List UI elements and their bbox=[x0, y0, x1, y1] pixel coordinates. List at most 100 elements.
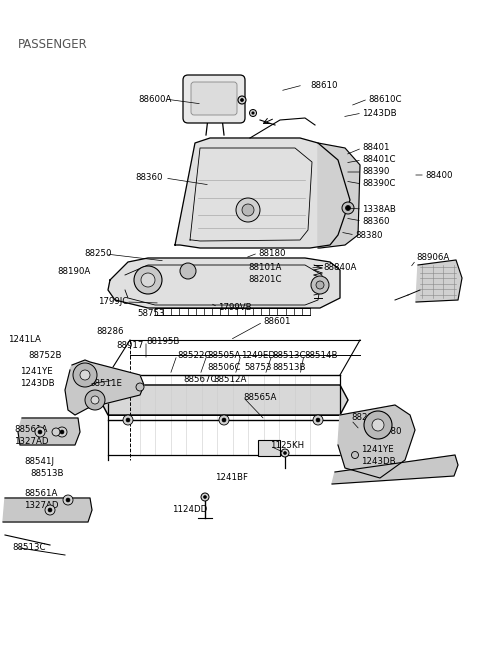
Text: 1241LA: 1241LA bbox=[8, 335, 41, 345]
Polygon shape bbox=[100, 385, 348, 415]
Circle shape bbox=[48, 508, 52, 512]
Circle shape bbox=[236, 198, 260, 222]
Circle shape bbox=[66, 498, 70, 502]
Circle shape bbox=[222, 418, 226, 422]
Text: 88180: 88180 bbox=[258, 248, 286, 257]
Text: 88840A: 88840A bbox=[323, 263, 356, 272]
Text: 88511E: 88511E bbox=[89, 379, 122, 388]
Text: 88401: 88401 bbox=[362, 143, 389, 153]
Text: 88513C: 88513C bbox=[12, 544, 46, 553]
Text: 88101A: 88101A bbox=[248, 263, 281, 272]
Text: 1799JC: 1799JC bbox=[98, 297, 128, 307]
Text: 88561A: 88561A bbox=[24, 489, 58, 498]
Text: 58753: 58753 bbox=[244, 362, 272, 371]
Circle shape bbox=[134, 266, 162, 294]
Text: 88513B: 88513B bbox=[272, 362, 305, 371]
Polygon shape bbox=[108, 258, 340, 308]
Circle shape bbox=[284, 451, 287, 455]
Circle shape bbox=[372, 419, 384, 431]
Text: 1241BF: 1241BF bbox=[215, 472, 248, 481]
Text: 1249ED: 1249ED bbox=[241, 350, 275, 360]
Circle shape bbox=[57, 427, 67, 437]
Circle shape bbox=[316, 418, 320, 422]
Circle shape bbox=[311, 276, 329, 294]
Circle shape bbox=[85, 390, 105, 410]
Text: 88400: 88400 bbox=[425, 170, 453, 179]
Text: 88401C: 88401C bbox=[362, 155, 396, 164]
Circle shape bbox=[219, 415, 229, 425]
Text: PASSENGER: PASSENGER bbox=[18, 38, 88, 51]
Polygon shape bbox=[332, 455, 458, 484]
Circle shape bbox=[60, 430, 64, 434]
Circle shape bbox=[45, 505, 55, 515]
Bar bbox=[258, 440, 280, 456]
Text: 88610C: 88610C bbox=[368, 94, 401, 103]
Circle shape bbox=[136, 383, 144, 391]
Text: 88600A: 88600A bbox=[138, 94, 171, 103]
Text: 88280: 88280 bbox=[374, 428, 401, 436]
Circle shape bbox=[342, 202, 354, 214]
Polygon shape bbox=[338, 405, 415, 478]
Polygon shape bbox=[65, 360, 144, 415]
Text: 88752B: 88752B bbox=[28, 352, 61, 360]
Circle shape bbox=[316, 281, 324, 289]
Text: 1241YE: 1241YE bbox=[20, 367, 53, 377]
Text: 88360: 88360 bbox=[135, 174, 163, 183]
Text: 88567C: 88567C bbox=[183, 375, 216, 383]
Circle shape bbox=[252, 112, 254, 114]
Text: 88610: 88610 bbox=[310, 81, 337, 90]
Circle shape bbox=[141, 273, 155, 287]
Circle shape bbox=[240, 98, 243, 102]
Text: 1243DB: 1243DB bbox=[361, 457, 396, 466]
Circle shape bbox=[35, 427, 45, 437]
Circle shape bbox=[346, 206, 350, 210]
Text: 88195B: 88195B bbox=[146, 337, 180, 345]
Circle shape bbox=[91, 396, 99, 404]
Polygon shape bbox=[318, 143, 360, 248]
Circle shape bbox=[201, 493, 209, 501]
Text: 1241YE: 1241YE bbox=[361, 445, 394, 453]
Polygon shape bbox=[416, 260, 462, 302]
Circle shape bbox=[123, 415, 133, 425]
Text: 88561A: 88561A bbox=[14, 426, 48, 434]
FancyBboxPatch shape bbox=[183, 75, 245, 123]
Circle shape bbox=[281, 449, 289, 457]
Text: 88513B: 88513B bbox=[30, 470, 63, 479]
Text: 1243DB: 1243DB bbox=[362, 109, 396, 117]
Text: 88601: 88601 bbox=[263, 318, 290, 326]
Text: 88506C: 88506C bbox=[207, 362, 240, 371]
Text: 88201C: 88201C bbox=[248, 276, 281, 284]
Circle shape bbox=[204, 495, 206, 498]
Text: 88289A: 88289A bbox=[351, 413, 384, 422]
Circle shape bbox=[250, 109, 256, 117]
Text: 88390: 88390 bbox=[362, 168, 389, 176]
Text: 88514B: 88514B bbox=[304, 350, 337, 360]
Text: 88541J: 88541J bbox=[24, 457, 54, 466]
Text: 88360: 88360 bbox=[362, 217, 389, 225]
Circle shape bbox=[313, 415, 323, 425]
Text: 1243DB: 1243DB bbox=[20, 379, 55, 388]
Text: 58753: 58753 bbox=[137, 309, 165, 318]
Text: 88250: 88250 bbox=[84, 250, 111, 259]
Circle shape bbox=[364, 411, 392, 439]
Text: 88522C: 88522C bbox=[177, 350, 211, 360]
Text: 1338AB: 1338AB bbox=[362, 204, 396, 214]
Text: 88390C: 88390C bbox=[362, 179, 396, 189]
Circle shape bbox=[63, 495, 73, 505]
Circle shape bbox=[80, 370, 90, 380]
Text: 1124DD: 1124DD bbox=[172, 506, 207, 514]
FancyBboxPatch shape bbox=[191, 82, 237, 115]
Text: 88565A: 88565A bbox=[243, 392, 276, 402]
Text: 88380: 88380 bbox=[355, 231, 383, 240]
Polygon shape bbox=[18, 418, 80, 445]
Text: 88513C: 88513C bbox=[272, 350, 305, 360]
Circle shape bbox=[52, 428, 60, 436]
Text: 1125KH: 1125KH bbox=[270, 441, 304, 451]
Circle shape bbox=[38, 430, 42, 434]
Text: 88505A: 88505A bbox=[207, 350, 240, 360]
Circle shape bbox=[180, 263, 196, 279]
Circle shape bbox=[126, 418, 130, 422]
Polygon shape bbox=[3, 498, 92, 522]
Text: 88190A: 88190A bbox=[57, 267, 90, 276]
Text: 88917: 88917 bbox=[116, 341, 144, 350]
